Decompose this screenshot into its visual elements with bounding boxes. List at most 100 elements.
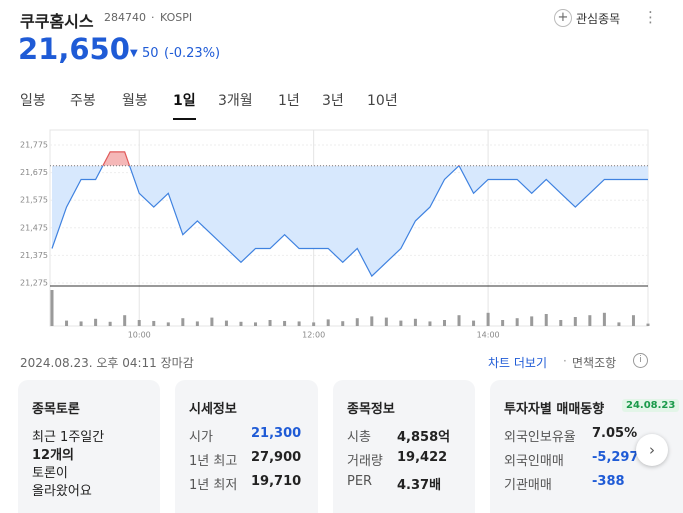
volume-bar xyxy=(544,314,548,326)
volume-bar xyxy=(384,317,388,326)
area-above xyxy=(52,151,648,166)
tab[interactable]: 3개월 xyxy=(218,93,253,109)
volume-bar xyxy=(573,317,577,326)
volume-bar xyxy=(224,320,228,326)
price-line xyxy=(51,165,648,278)
card-title: 투자자별 매매동향 xyxy=(504,402,605,417)
change-pct: (-0.23%) xyxy=(164,46,221,61)
separator: · xyxy=(563,354,567,368)
row-value: 4,858억 xyxy=(397,430,451,445)
volume-bar xyxy=(472,320,476,326)
row-label: 시총 xyxy=(347,430,371,445)
next-button[interactable]: › xyxy=(636,434,668,466)
row-value: 7.05% xyxy=(592,426,638,441)
tab[interactable]: 1일 xyxy=(173,90,196,120)
volume-bar xyxy=(646,323,650,326)
separator: · xyxy=(151,11,155,24)
volume-bar xyxy=(312,322,316,326)
market: KOSPI xyxy=(160,11,193,24)
volume-bar xyxy=(355,318,359,326)
quote-card[interactable]: 시세정보 시가 21,300 1년 최고 27,900 1년 최저 19,710 xyxy=(175,380,318,513)
volume-bar xyxy=(588,315,592,326)
y-tick-label: 21,775 xyxy=(20,141,48,150)
volume-bar xyxy=(123,315,127,326)
volume-bar xyxy=(631,315,635,326)
y-tick-label: 21,575 xyxy=(20,196,48,205)
volume-bar xyxy=(195,321,199,326)
row-value: 4.37배 xyxy=(397,478,442,493)
row-label: 외국인매매 xyxy=(504,454,564,469)
volume-bar xyxy=(457,315,461,326)
card-text: 토론이 xyxy=(32,466,68,481)
row-label: 1년 최저 xyxy=(189,478,238,493)
tab[interactable]: 월봉 xyxy=(122,93,148,109)
chart-more[interactable]: 차트 더보기 xyxy=(488,356,548,370)
volume-bar xyxy=(515,318,519,326)
tab[interactable]: 일봉 xyxy=(20,93,46,109)
card-text: 12개의 xyxy=(32,448,75,463)
watch-button[interactable]: 관심종목 xyxy=(576,12,621,26)
volume-bar xyxy=(65,320,69,326)
chart: 21,275 21,375 21,475 21,575 21,675 21,775 10:0… xyxy=(20,129,650,340)
card-title: 종목토론 xyxy=(32,402,80,417)
row-value: 19,710 xyxy=(251,474,302,489)
volume-bar xyxy=(413,318,417,326)
volume-bar xyxy=(326,319,330,326)
change: 50 xyxy=(142,46,159,61)
menu-button[interactable]: ⋮ xyxy=(643,8,658,26)
tab[interactable]: 1년 xyxy=(278,93,300,109)
x-tick-label: 14:00 xyxy=(477,331,500,340)
card-text: 최근 1주일간 xyxy=(32,430,105,445)
x-tick-label: 10:00 xyxy=(128,331,151,340)
volume-bar xyxy=(254,322,258,326)
row-label: 시가 xyxy=(189,430,213,445)
y-tick-label: 21,475 xyxy=(20,223,48,232)
tab[interactable]: 3년 xyxy=(322,93,344,109)
volume-bar xyxy=(399,320,403,326)
status-time: 2024.08.23. 오후 04:11 장마감 xyxy=(20,356,194,370)
volume-bar xyxy=(79,321,83,326)
tab[interactable]: 10년 xyxy=(367,93,398,109)
disclaimer[interactable]: 면책조항 xyxy=(572,356,617,370)
card-text: 올라왔어요 xyxy=(32,484,92,499)
row-value: 27,900 xyxy=(251,450,302,465)
row-label: 외국인보유율 xyxy=(504,430,576,445)
volume-bar xyxy=(617,322,621,326)
row-value: 21,300 xyxy=(251,426,302,441)
volume-bar xyxy=(297,321,301,326)
stock-name: 쿠쿠홈시스 xyxy=(20,12,94,31)
watch-icon[interactable]: + xyxy=(554,9,572,27)
volume-bar xyxy=(210,317,214,326)
volume-bar xyxy=(341,321,345,326)
card-title: 시세정보 xyxy=(189,402,237,417)
investor-card[interactable]: 투자자별 매매동향 24.08.23 외국인보유율 7.05% 외국인매매 -5… xyxy=(490,380,683,513)
volume-bar xyxy=(283,320,287,326)
y-tick-label: 21,275 xyxy=(20,279,48,288)
row-label: 기관매매 xyxy=(504,478,552,493)
volume-bar xyxy=(166,322,170,326)
stock-code: 284740 xyxy=(104,11,146,24)
volume-bar xyxy=(239,321,243,326)
row-label: PER xyxy=(347,474,373,489)
info-card[interactable]: 종목정보 시총 4,858억 거래량 19,422 PER 4.37배 xyxy=(333,380,475,513)
volume-bar xyxy=(94,318,98,326)
area-below xyxy=(52,165,648,277)
info-icon[interactable]: i xyxy=(633,353,648,368)
volume-bar xyxy=(108,321,112,326)
tab[interactable]: 주봉 xyxy=(70,93,96,109)
volume-bar xyxy=(428,321,432,326)
volume-bar xyxy=(486,312,490,326)
y-tick-label: 21,375 xyxy=(20,251,48,260)
row-value: 19,422 xyxy=(397,450,448,465)
x-tick-label: 12:00 xyxy=(302,331,325,340)
volume-bar xyxy=(530,316,534,326)
volume-bar xyxy=(50,290,54,326)
volume-bar xyxy=(602,312,606,326)
price: 21,650 xyxy=(18,32,130,66)
volume-bar xyxy=(442,320,446,326)
discussion-card[interactable]: 종목토론 최근 1주일간 12개의 토론이 올라왔어요 xyxy=(18,380,160,513)
card-title: 종목정보 xyxy=(347,402,395,417)
row-value: -5,297 xyxy=(592,450,639,465)
volume-bar xyxy=(559,320,563,326)
